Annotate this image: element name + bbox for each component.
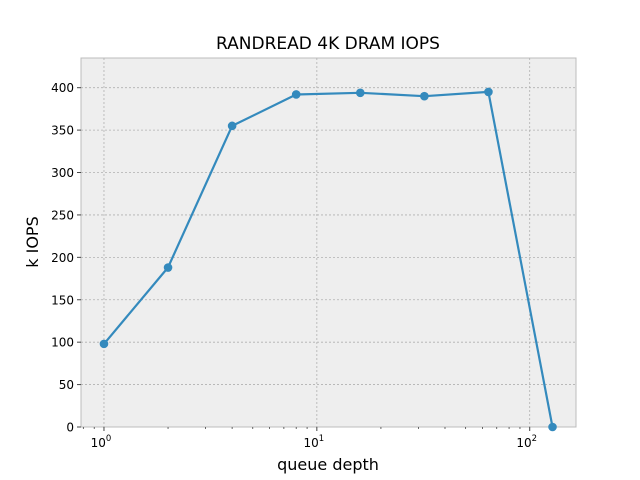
data-point — [163, 263, 173, 272]
x-tick-label: 100 — [91, 434, 112, 450]
chart-title: RANDREAD 4K DRAM IOPS — [216, 34, 440, 54]
data-point — [291, 90, 301, 99]
y-tick-label: 200 — [51, 251, 74, 265]
y-tick-label: 150 — [51, 293, 74, 307]
y-tick-label: 400 — [51, 81, 74, 95]
series-group — [99, 87, 557, 432]
y-tick-label: 0 — [66, 421, 74, 435]
y-tick-label: 50 — [59, 378, 74, 392]
data-point — [99, 339, 109, 349]
plot-area — [80, 57, 577, 428]
x-tick-label: 102 — [516, 434, 537, 450]
y-tick-label: 350 — [51, 124, 74, 138]
x-axis-ticks: 100 101 102 — [91, 427, 537, 450]
grid — [81, 58, 576, 427]
y-axis-ticks: 0 50 100 150 200 250 300 350 400 — [51, 81, 81, 435]
x-minor-ticks — [82, 427, 521, 429]
data-point — [227, 121, 237, 131]
x-axis-label: queue depth — [277, 455, 379, 474]
y-tick-label: 100 — [51, 336, 74, 350]
y-axis-label: k IOPS — [23, 216, 42, 267]
data-point — [548, 422, 557, 432]
data-point — [484, 87, 493, 97]
y-tick-label: 300 — [51, 166, 74, 180]
data-point — [420, 91, 429, 101]
data-point — [355, 88, 365, 98]
series-line — [103, 90, 554, 428]
y-tick-label: 250 — [51, 208, 74, 222]
x-tick-label: 101 — [303, 434, 324, 450]
